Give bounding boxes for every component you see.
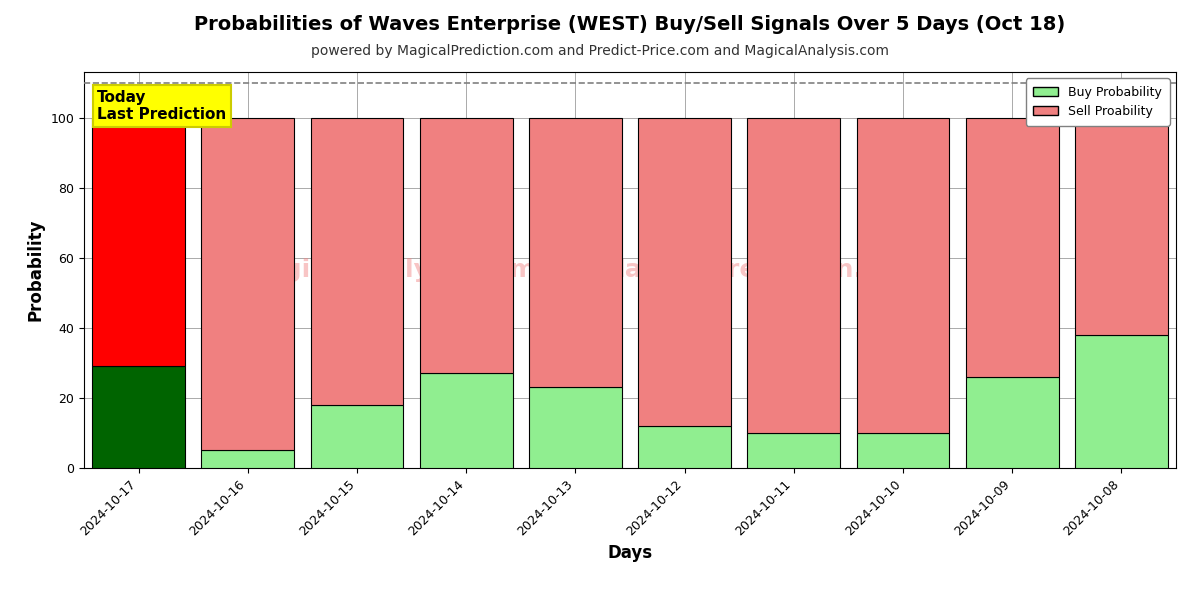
Bar xyxy=(92,118,185,367)
Title: Probabilities of Waves Enterprise (WEST) Buy/Sell Signals Over 5 Days (Oct 18): Probabilities of Waves Enterprise (WEST)… xyxy=(194,16,1066,34)
Bar xyxy=(966,118,1058,377)
Bar xyxy=(202,118,294,451)
Y-axis label: Probability: Probability xyxy=(26,219,44,321)
Bar xyxy=(529,388,622,468)
Bar xyxy=(529,118,622,388)
Bar xyxy=(311,118,403,405)
Bar xyxy=(92,367,185,468)
Bar xyxy=(966,377,1058,468)
X-axis label: Days: Days xyxy=(607,544,653,562)
Text: powered by MagicalPrediction.com and Predict-Price.com and MagicalAnalysis.com: powered by MagicalPrediction.com and Pre… xyxy=(311,44,889,58)
Bar xyxy=(420,373,512,468)
Bar xyxy=(420,118,512,373)
Text: Today
Last Prediction: Today Last Prediction xyxy=(97,89,227,122)
Bar xyxy=(748,118,840,433)
Bar xyxy=(857,118,949,433)
Bar xyxy=(638,118,731,426)
Bar xyxy=(638,426,731,468)
Bar xyxy=(857,433,949,468)
Bar xyxy=(1075,118,1168,335)
Bar xyxy=(311,405,403,468)
Bar xyxy=(748,433,840,468)
Text: MagicalPrediction.com: MagicalPrediction.com xyxy=(600,258,922,282)
Legend: Buy Probability, Sell Proability: Buy Probability, Sell Proability xyxy=(1026,78,1170,125)
Text: MagicalAnalysis.com: MagicalAnalysis.com xyxy=(242,258,536,282)
Bar xyxy=(1075,335,1168,468)
Bar xyxy=(202,451,294,468)
